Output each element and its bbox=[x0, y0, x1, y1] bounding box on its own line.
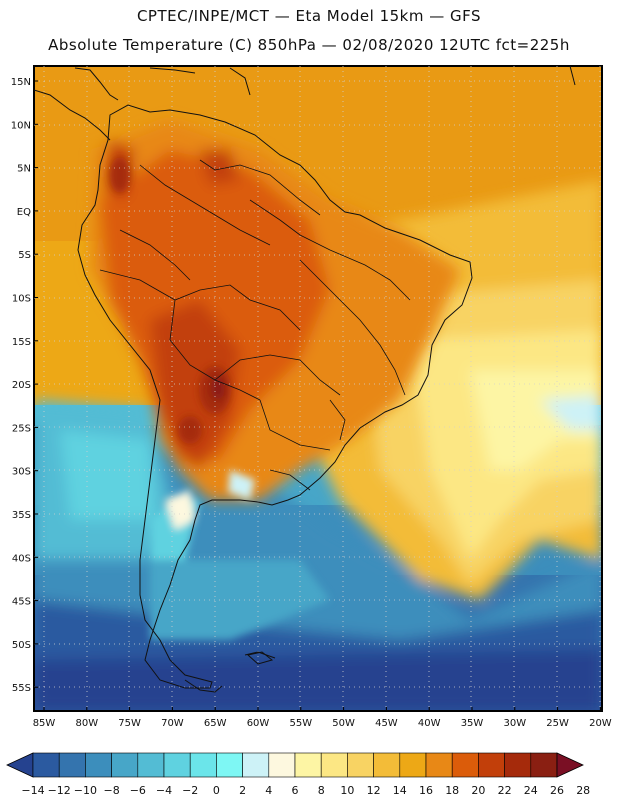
colorbar-swatch bbox=[85, 752, 112, 778]
lat-label: EQ bbox=[17, 207, 31, 218]
lon-label: 35W bbox=[461, 718, 484, 729]
lon-label: 45W bbox=[375, 718, 398, 729]
lat-label: 20S bbox=[12, 380, 31, 391]
lat-label: 40S bbox=[12, 553, 31, 564]
colorbar-label: −8 bbox=[103, 784, 119, 797]
colorbar-swatch bbox=[504, 752, 532, 778]
colorbar-label: 0 bbox=[213, 784, 220, 797]
colorbar-swatch bbox=[268, 752, 296, 778]
lon-label: 30W bbox=[503, 718, 526, 729]
colorbar-swatch bbox=[399, 752, 427, 778]
colorbar-swatch bbox=[478, 752, 505, 778]
lon-label: 40W bbox=[418, 718, 441, 729]
colorbar-label: 24 bbox=[524, 784, 538, 797]
colorbar-swatch bbox=[189, 752, 217, 778]
colorbar-label: 4 bbox=[265, 784, 272, 797]
colorbar-swatch bbox=[347, 752, 374, 778]
lat-label: 45S bbox=[12, 597, 31, 608]
colorbar-swatch bbox=[32, 752, 60, 778]
map-frame bbox=[33, 65, 603, 712]
colorbar-label: 28 bbox=[576, 784, 590, 797]
lon-label: 25W bbox=[546, 718, 569, 729]
lat-label: 10N bbox=[11, 120, 31, 131]
colorbar-label: 26 bbox=[550, 784, 564, 797]
colorbar-swatch bbox=[242, 752, 270, 778]
colorbar-label: 20 bbox=[471, 784, 485, 797]
south-america-coastline bbox=[77, 104, 473, 689]
lat-label: 55S bbox=[12, 683, 31, 694]
colorbar-label: −6 bbox=[130, 784, 146, 797]
tierra-del-fuego-coastline bbox=[184, 651, 276, 693]
colorbar-label: 10 bbox=[340, 784, 354, 797]
lon-label: 55W bbox=[289, 718, 312, 729]
lon-label: 65W bbox=[204, 718, 227, 729]
lat-label: 15N bbox=[11, 77, 31, 88]
colorbar-label: 18 bbox=[445, 784, 459, 797]
central-america-coastline bbox=[34, 67, 119, 141]
colorbar-swatch bbox=[163, 752, 191, 778]
colorbar-swatch bbox=[216, 752, 243, 778]
lat-label: 50S bbox=[12, 640, 31, 651]
map-title-line1: CPTEC/INPE/MCT — Eta Model 15km — GFS bbox=[136, 7, 482, 25]
colorbar-label: 22 bbox=[498, 784, 512, 797]
latitude-labels: 15N 10N 5N EQ 5S 10S 15S 20S 25S 30S 35S 40S 45S 50S 5… bbox=[11, 77, 38, 694]
lon-label: 20W bbox=[589, 718, 612, 729]
colorbar-label: −10 bbox=[74, 784, 97, 797]
lat-label: 25S bbox=[12, 423, 31, 434]
colorbar-label: 14 bbox=[393, 784, 407, 797]
colorbar-label: 6 bbox=[292, 784, 299, 797]
lon-label: 80W bbox=[75, 718, 98, 729]
lon-label: 75W bbox=[118, 718, 141, 729]
colorbar-label: 12 bbox=[367, 784, 381, 797]
colorbar-min-arrow bbox=[6, 752, 34, 778]
colorbar-swatch bbox=[425, 752, 453, 778]
temperature-field bbox=[34, 66, 602, 711]
lat-label: 5S bbox=[18, 250, 31, 261]
colorbar-label: −4 bbox=[156, 784, 172, 797]
colorbar-label: 16 bbox=[419, 784, 433, 797]
longitude-labels: 85W 80W 75W 70W 65W 60W 55W 50W 45W 40W 35W 30W 25W 2… bbox=[33, 707, 612, 729]
lat-label: 35S bbox=[12, 510, 31, 521]
caribbean-islands bbox=[149, 66, 576, 96]
lat-label: 30S bbox=[12, 467, 31, 478]
lon-label: 70W bbox=[161, 718, 184, 729]
colorbar-label: −12 bbox=[48, 784, 71, 797]
colorbar-swatch bbox=[451, 752, 479, 778]
colorbar-swatch bbox=[58, 752, 86, 778]
lon-label: 60W bbox=[247, 718, 270, 729]
map-title-line2: Absolute Temperature (C) 850hPa — 02/08/… bbox=[48, 36, 570, 54]
colorbar-swatch bbox=[137, 752, 165, 778]
colorbar-swatch bbox=[530, 752, 558, 778]
colorbar-swatch bbox=[320, 752, 348, 778]
colorbar-swatch bbox=[294, 752, 322, 778]
colorbar-max-arrow bbox=[556, 752, 584, 778]
colorbar-swatch bbox=[373, 752, 401, 778]
colorbar-label: 8 bbox=[318, 784, 325, 797]
colorbar-swatch bbox=[111, 752, 139, 778]
lon-label: 85W bbox=[33, 718, 56, 729]
colorbar-label: −14 bbox=[21, 784, 44, 797]
lat-label: 15S bbox=[12, 337, 31, 348]
lat-label: 10S bbox=[12, 294, 31, 305]
lat-label: 5N bbox=[17, 164, 31, 175]
falkland-islands bbox=[246, 651, 274, 665]
colorbar-label: −2 bbox=[182, 784, 198, 797]
colorbar-label: 2 bbox=[239, 784, 246, 797]
lon-label: 50W bbox=[332, 718, 355, 729]
country-borders bbox=[99, 159, 411, 491]
colorbar: −14 −12 −10 −8 −6 −4 −2 0 2 4 6 8 10 12 14 16 18 20 22 24 26… bbox=[6, 752, 590, 797]
